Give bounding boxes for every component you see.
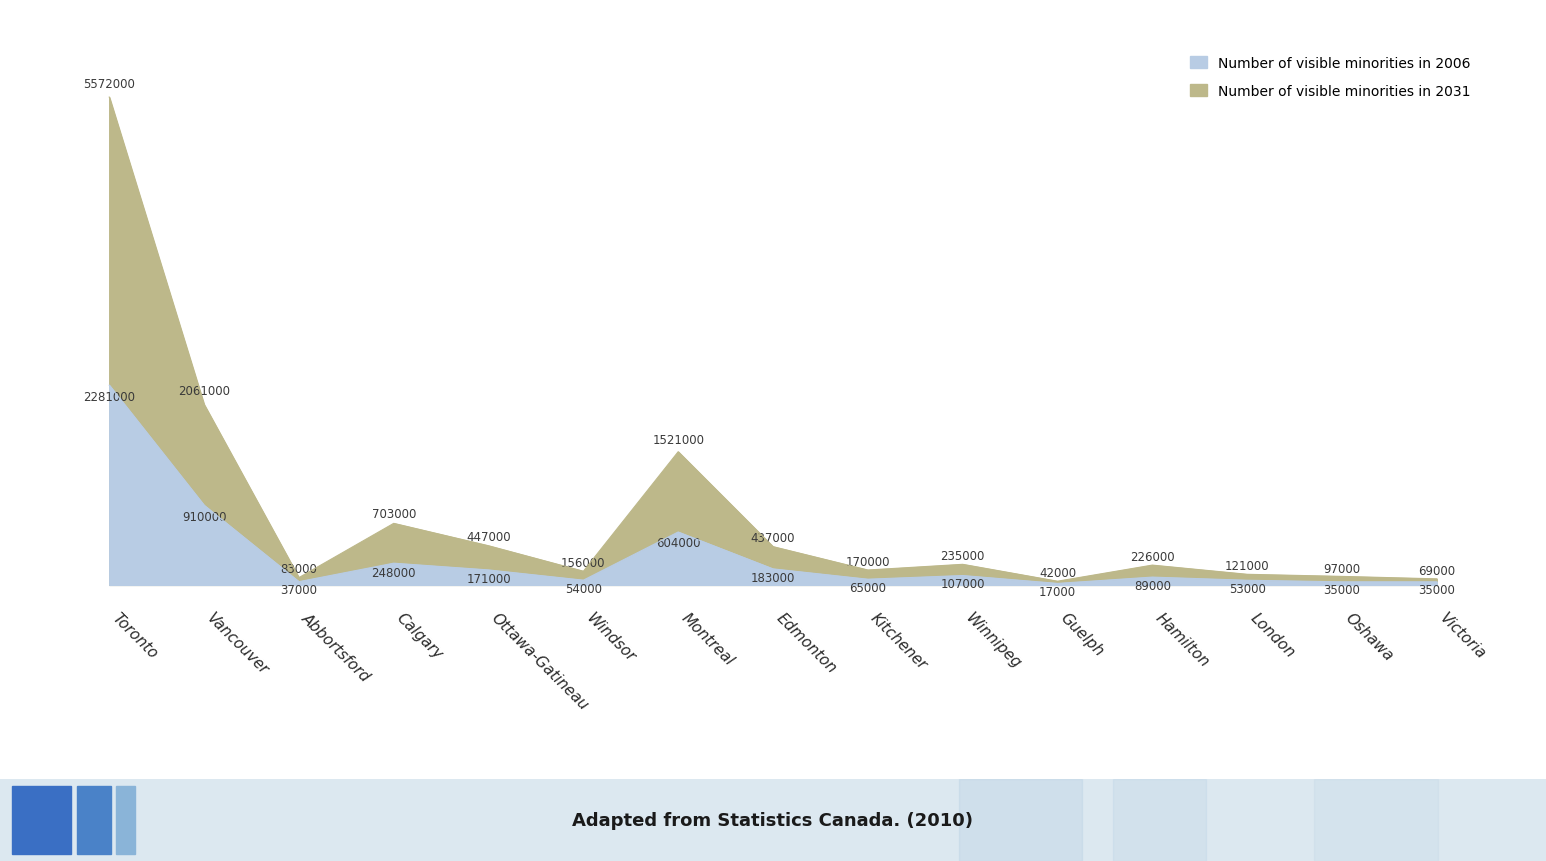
Text: 97000: 97000 — [1323, 562, 1360, 575]
Text: 5572000: 5572000 — [83, 78, 135, 91]
Bar — [116, 786, 135, 854]
Text: 183000: 183000 — [751, 572, 795, 585]
Text: 37000: 37000 — [280, 584, 317, 597]
Bar — [77, 786, 111, 854]
Text: 1521000: 1521000 — [652, 434, 703, 447]
Text: 2061000: 2061000 — [178, 385, 230, 398]
Text: 35000: 35000 — [1418, 584, 1455, 597]
Text: 248000: 248000 — [371, 567, 416, 579]
Text: 17000: 17000 — [1039, 585, 1076, 598]
Text: 65000: 65000 — [849, 581, 886, 594]
Text: 89000: 89000 — [1133, 579, 1170, 592]
Text: 69000: 69000 — [1418, 565, 1455, 578]
Bar — [1314, 779, 1438, 861]
Text: 83000: 83000 — [280, 562, 317, 575]
Text: 910000: 910000 — [182, 511, 226, 523]
Text: 42000: 42000 — [1039, 567, 1076, 579]
Text: 53000: 53000 — [1229, 582, 1266, 595]
Bar — [959, 779, 1082, 861]
Text: 447000: 447000 — [467, 530, 510, 543]
Text: 2281000: 2281000 — [83, 391, 135, 404]
Text: Adapted from Statistics Canada. (2010): Adapted from Statistics Canada. (2010) — [572, 811, 974, 829]
Bar — [1113, 779, 1206, 861]
Text: 226000: 226000 — [1130, 550, 1175, 563]
Text: 107000: 107000 — [940, 578, 985, 591]
Text: 171000: 171000 — [467, 573, 510, 585]
Text: 156000: 156000 — [561, 556, 606, 569]
Text: 35000: 35000 — [1323, 584, 1360, 597]
Text: 235000: 235000 — [940, 549, 985, 562]
Bar — [12, 786, 71, 854]
Text: 170000: 170000 — [846, 555, 890, 568]
Legend: Number of visible minorities in 2006, Number of visible minorities in 2031: Number of visible minorities in 2006, Nu… — [1183, 50, 1478, 106]
Text: 121000: 121000 — [1224, 560, 1269, 573]
Text: 54000: 54000 — [564, 582, 601, 595]
Text: 437000: 437000 — [751, 531, 795, 544]
Text: 703000: 703000 — [371, 507, 416, 520]
Text: 604000: 604000 — [656, 536, 700, 550]
